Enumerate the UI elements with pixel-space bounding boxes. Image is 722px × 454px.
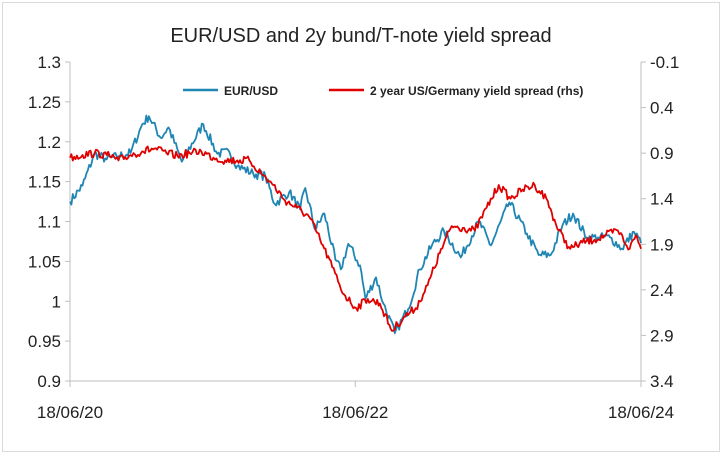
right-tick-label: 0.9 [650, 144, 674, 163]
legend-label-spread: 2 year US/Germany yield spread (rhs) [370, 84, 583, 98]
chart-title: EUR/USD and 2y bund/T-note yield spread [170, 25, 551, 47]
right-tick-label: 0.4 [650, 99, 674, 118]
legend-label-eurusd: EUR/USD [224, 84, 278, 98]
left-tick-label: 1.3 [37, 53, 61, 72]
left-tick-label: 1 [52, 292, 61, 311]
right-tick-label: 1.9 [650, 235, 674, 254]
right-tick-label: 2.9 [650, 326, 674, 345]
left-tick-label: 1.2 [37, 133, 61, 152]
left-tick-label: 1.1 [37, 213, 61, 232]
series-line-eurusd [69, 114, 642, 335]
left-tick-label: 1.25 [28, 93, 61, 112]
x-tick-label: 18/06/22 [322, 403, 388, 422]
legend: EUR/USD 2 year US/Germany yield spread (… [183, 84, 583, 98]
series-line-yield-spread [69, 145, 642, 332]
left-tick-label: 1.15 [28, 173, 61, 192]
left-tick-label: 1.05 [28, 252, 61, 271]
left-tick-label: 0.95 [28, 332, 61, 351]
right-tick-label: 1.4 [650, 190, 674, 209]
right-tick-label: -0.1 [650, 53, 679, 72]
axes: 1.3 1.25 1.2 1.15 1.1 1.05 1 0.95 0.9 -0.1 0.4 0.9 1… [28, 53, 679, 422]
left-tick-label: 0.9 [37, 372, 61, 391]
right-tick-label: 3.4 [650, 372, 674, 391]
x-tick-label: 18/06/20 [37, 403, 103, 422]
x-tick-label: 18/06/24 [608, 403, 674, 422]
series-layer [69, 114, 642, 335]
right-tick-label: 2.4 [650, 281, 674, 300]
